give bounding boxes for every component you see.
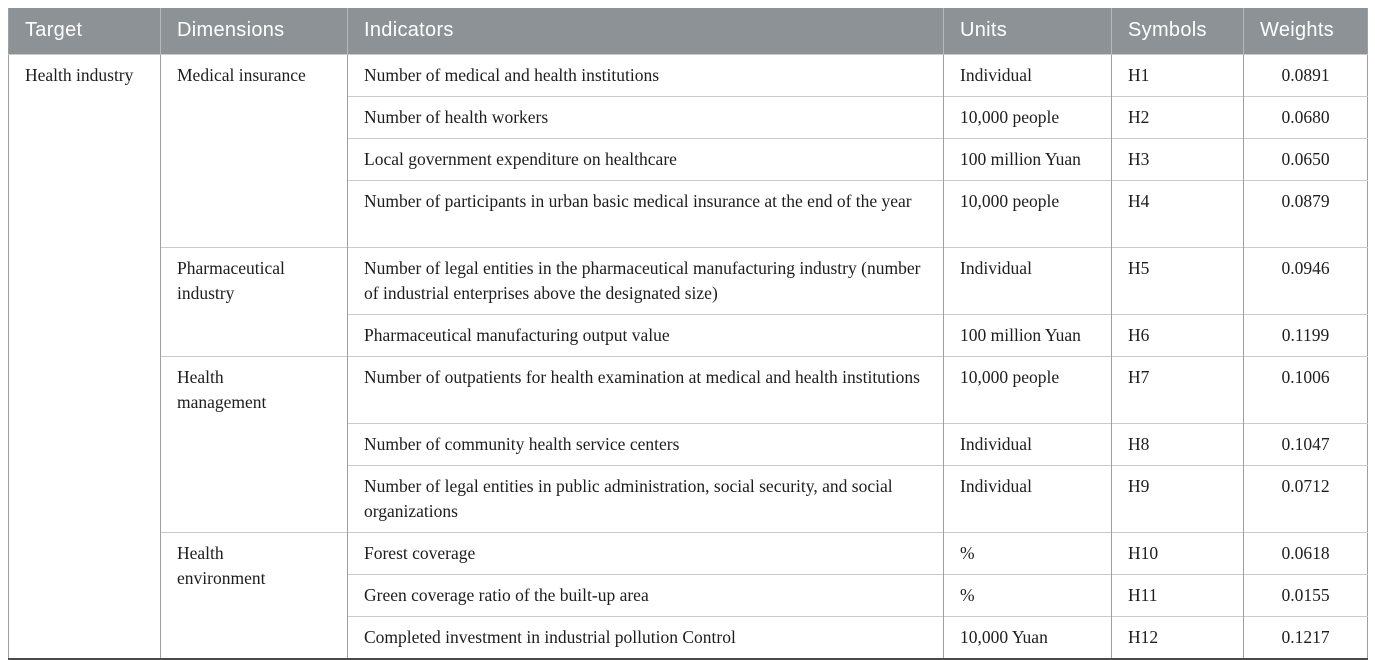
symbol-cell: H10 xyxy=(1111,532,1244,575)
symbol-cell: H8 xyxy=(1111,423,1244,466)
column-header-units: Units xyxy=(943,8,1112,55)
weight-cell: 0.0650 xyxy=(1243,138,1368,181)
weight-cell: 0.1199 xyxy=(1243,314,1368,357)
table-row: Number of participants in urban basic me… xyxy=(9,180,1368,248)
unit-cell: 10,000 people xyxy=(943,96,1112,139)
table-row: Completed investment in industrial pollu… xyxy=(9,616,1368,659)
indicator-cell: Number of medical and health institution… xyxy=(347,54,944,97)
indicator-cell: Completed investment in industrial pollu… xyxy=(347,616,944,659)
table-row: Health industry Medical insurance Number… xyxy=(8,54,1368,659)
indicator-cell: Local government expenditure on healthca… xyxy=(347,138,944,181)
symbol-cell: H2 xyxy=(1111,96,1244,139)
weight-cell: 0.0891 xyxy=(1243,54,1368,97)
symbol-cell: H4 xyxy=(1111,180,1244,248)
symbol-cell: H5 xyxy=(1111,247,1244,315)
dimension-cell-pharmaceutical-industry: Pharmaceutical industry xyxy=(160,247,348,357)
table-row: Pharmaceutical manufacturing output valu… xyxy=(9,314,1368,357)
table-header-row: Target Dimensions Indicators Units Symbo… xyxy=(8,8,1368,55)
column-header-symbols: Symbols xyxy=(1111,8,1244,55)
column-header-dimensions: Dimensions xyxy=(160,8,348,55)
indicator-cell: Pharmaceutical manufacturing output valu… xyxy=(347,314,944,357)
weight-cell: 0.0712 xyxy=(1243,465,1368,533)
dimension-cell-health-management: Health management xyxy=(160,356,348,533)
table-row: Pharmaceutical industry Number of legal … xyxy=(9,247,1368,357)
weight-cell: 0.0946 xyxy=(1243,247,1368,315)
symbol-cell: H7 xyxy=(1111,356,1244,424)
unit-cell: Individual xyxy=(943,423,1112,466)
indicator-cell: Number of participants in urban basic me… xyxy=(347,180,944,248)
unit-cell: 100 million Yuan xyxy=(943,314,1112,357)
weight-cell: 0.1047 xyxy=(1243,423,1368,466)
unit-cell: Individual xyxy=(943,465,1112,533)
unit-cell: 10,000 people xyxy=(943,180,1112,248)
indicator-cell: Number of legal entities in the pharmace… xyxy=(347,247,944,315)
symbol-cell: H6 xyxy=(1111,314,1244,357)
indicator-cell: Green coverage ratio of the built-up are… xyxy=(347,574,944,617)
column-header-weights: Weights xyxy=(1243,8,1368,55)
symbol-cell: H3 xyxy=(1111,138,1244,181)
weight-cell: 0.0879 xyxy=(1243,180,1368,248)
table-row: Number of legal entities in public admin… xyxy=(9,465,1368,533)
unit-cell: Individual xyxy=(943,54,1112,97)
dimension-cell-health-environment: Health environment xyxy=(160,532,348,659)
weight-cell: 0.0618 xyxy=(1243,532,1368,575)
symbol-cell: H9 xyxy=(1111,465,1244,533)
table-row: Green coverage ratio of the built-up are… xyxy=(9,574,1368,617)
table-row: Number of health workers 10,000 people H… xyxy=(9,96,1368,139)
weight-cell: 0.1217 xyxy=(1243,616,1368,659)
table-row: Health management Number of outpatients … xyxy=(9,356,1368,533)
symbol-cell: H1 xyxy=(1111,54,1244,97)
unit-cell: Individual xyxy=(943,247,1112,315)
symbol-cell: H11 xyxy=(1111,574,1244,617)
indicator-cell: Number of community health service cente… xyxy=(347,423,944,466)
table-row: Health environment Forest coverage % H10… xyxy=(9,532,1368,659)
unit-cell: 100 million Yuan xyxy=(943,138,1112,181)
unit-cell: 10,000 Yuan xyxy=(943,616,1112,659)
indicators-weights-table: Target Dimensions Indicators Units Symbo… xyxy=(8,8,1368,660)
indicator-cell: Forest coverage xyxy=(347,532,944,575)
indicator-cell: Number of legal entities in public admin… xyxy=(347,465,944,533)
table-row: Number of community health service cente… xyxy=(9,423,1368,466)
target-cell: Health industry xyxy=(8,54,161,659)
indicator-cell: Number of health workers xyxy=(347,96,944,139)
column-header-indicators: Indicators xyxy=(347,8,944,55)
table-row: Local government expenditure on healthca… xyxy=(9,138,1368,181)
unit-cell: 10,000 people xyxy=(943,356,1112,424)
dimension-cell-medical-insurance: Medical insurance xyxy=(160,54,348,248)
unit-cell: % xyxy=(943,532,1112,575)
column-header-target: Target xyxy=(8,8,161,55)
weight-cell: 0.1006 xyxy=(1243,356,1368,424)
unit-cell: % xyxy=(943,574,1112,617)
weight-cell: 0.0680 xyxy=(1243,96,1368,139)
weight-cell: 0.0155 xyxy=(1243,574,1368,617)
symbol-cell: H12 xyxy=(1111,616,1244,659)
indicator-cell: Number of outpatients for health examina… xyxy=(347,356,944,424)
